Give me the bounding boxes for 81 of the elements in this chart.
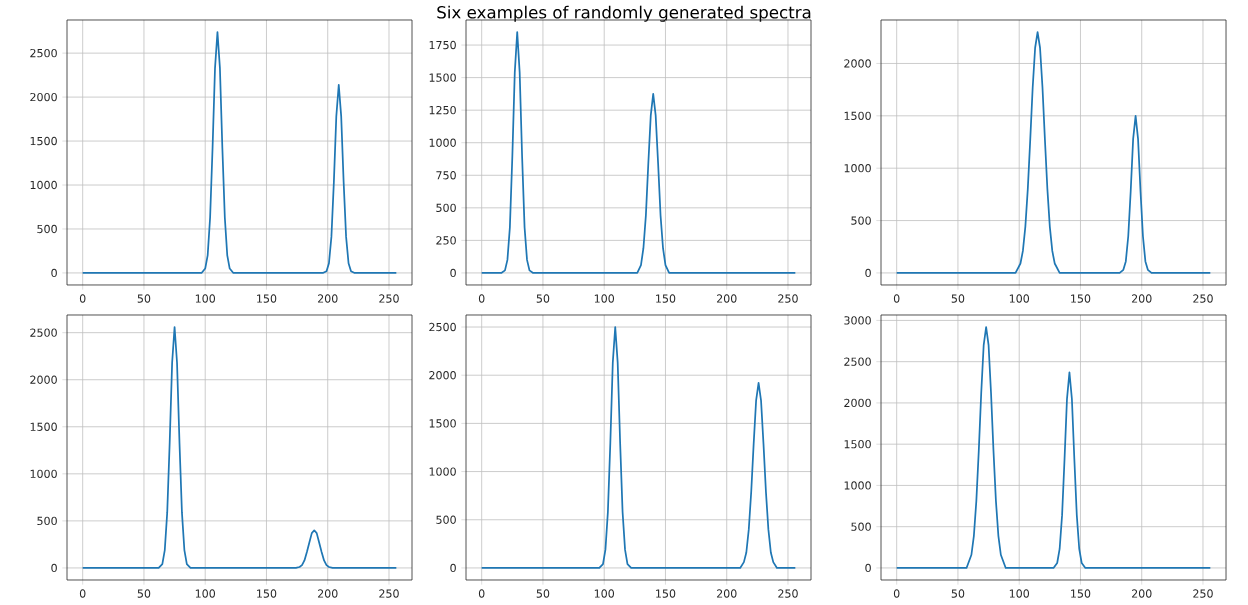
- y-tick-label: 750: [436, 171, 456, 180]
- line-series: [81, 31, 398, 274]
- x-tick-label: 100: [594, 294, 615, 303]
- x-tick-label: 100: [1009, 589, 1030, 598]
- y-tick-label: 500: [37, 516, 57, 526]
- x-tick-label: 0: [79, 294, 86, 303]
- x-tick-label: 50: [137, 294, 151, 303]
- x-tick-label: 150: [1071, 294, 1091, 303]
- y-tick-label: 500: [37, 224, 57, 234]
- x-tick-label: 250: [1193, 294, 1213, 303]
- y-tick-label: 2000: [30, 375, 57, 384]
- x-tick-label: 150: [257, 294, 277, 303]
- x-tick-label: 200: [716, 294, 737, 303]
- y-tick-label: 500: [436, 203, 456, 212]
- y-tick-label: 1750: [429, 40, 456, 50]
- x-tick-label: 200: [317, 294, 338, 303]
- x-tick-label: 200: [1131, 294, 1152, 303]
- y-tick-label: 500: [436, 515, 456, 524]
- x-tick-label: 200: [1131, 589, 1152, 598]
- y-tick-label: 500: [851, 522, 871, 531]
- y-tick-label: 3000: [844, 316, 871, 325]
- x-tick-label: 50: [137, 589, 151, 598]
- x-tick-label: 200: [716, 589, 737, 598]
- y-tick-label: 2000: [844, 398, 871, 408]
- x-tick-label: 250: [379, 294, 399, 303]
- x-tick-label: 100: [195, 294, 216, 303]
- y-tick-label: 2000: [30, 92, 57, 102]
- x-tick-label: 150: [656, 294, 676, 303]
- x-tick-label: 0: [478, 294, 485, 303]
- x-tick-label: 150: [656, 589, 676, 598]
- y-tick-label: 250: [436, 236, 456, 245]
- chart-title: Six examples of randomly generated spectra: [437, 5, 811, 22]
- y-tick-label: 0: [865, 268, 871, 278]
- x-tick-label: 50: [951, 589, 965, 598]
- y-tick-label: 1500: [429, 419, 456, 428]
- x-tick-label: 50: [536, 589, 550, 598]
- y-tick-label: 1000: [429, 467, 456, 476]
- x-tick-label: 250: [778, 589, 798, 598]
- line-series: [895, 31, 1212, 274]
- y-tick-label: 0: [51, 563, 57, 573]
- x-tick-label: 150: [257, 589, 277, 598]
- y-tick-label: 2000: [844, 59, 871, 68]
- line-series: [895, 326, 1212, 569]
- y-tick-label: 1500: [844, 111, 871, 120]
- y-tick-label: 1500: [844, 439, 871, 449]
- line-series: [81, 326, 398, 569]
- y-tick-label: 1000: [30, 180, 57, 190]
- y-tick-label: 0: [865, 563, 871, 573]
- x-tick-label: 50: [536, 294, 550, 303]
- x-tick-label: 0: [893, 589, 900, 598]
- x-tick-label: 250: [1193, 589, 1213, 598]
- line-series: [480, 326, 797, 569]
- x-tick-label: 250: [379, 589, 399, 598]
- x-tick-label: 0: [893, 294, 900, 303]
- y-tick-label: 1250: [429, 105, 456, 115]
- x-tick-label: 100: [1009, 294, 1030, 303]
- y-tick-label: 1000: [844, 481, 871, 490]
- x-tick-label: 100: [195, 589, 216, 598]
- x-tick-label: 200: [317, 589, 338, 598]
- y-tick-label: 500: [851, 216, 871, 225]
- x-tick-label: 250: [778, 294, 798, 303]
- x-tick-label: 50: [951, 294, 965, 303]
- y-tick-label: 2500: [30, 328, 57, 337]
- y-tick-label: 1000: [429, 138, 456, 147]
- y-tick-label: 0: [450, 268, 456, 278]
- x-tick-label: 100: [594, 589, 615, 598]
- x-tick-label: 0: [478, 589, 485, 598]
- y-tick-label: 0: [51, 268, 57, 278]
- y-tick-label: 1000: [844, 164, 871, 173]
- x-tick-label: 0: [79, 589, 86, 598]
- line-series: [480, 31, 797, 274]
- y-tick-label: 1500: [30, 422, 57, 431]
- y-tick-label: 2500: [844, 357, 871, 366]
- y-tick-label: 1500: [429, 73, 456, 82]
- y-tick-label: 1500: [30, 136, 57, 146]
- y-tick-label: 2000: [429, 371, 456, 380]
- y-tick-label: 2500: [429, 322, 456, 332]
- y-tick-label: 1000: [30, 469, 57, 479]
- y-tick-label: 0: [450, 563, 456, 573]
- x-tick-label: 150: [1071, 589, 1091, 598]
- y-tick-label: 2500: [30, 48, 57, 58]
